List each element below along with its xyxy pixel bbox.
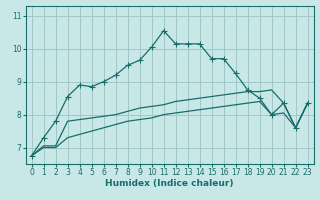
X-axis label: Humidex (Indice chaleur): Humidex (Indice chaleur) xyxy=(105,179,234,188)
